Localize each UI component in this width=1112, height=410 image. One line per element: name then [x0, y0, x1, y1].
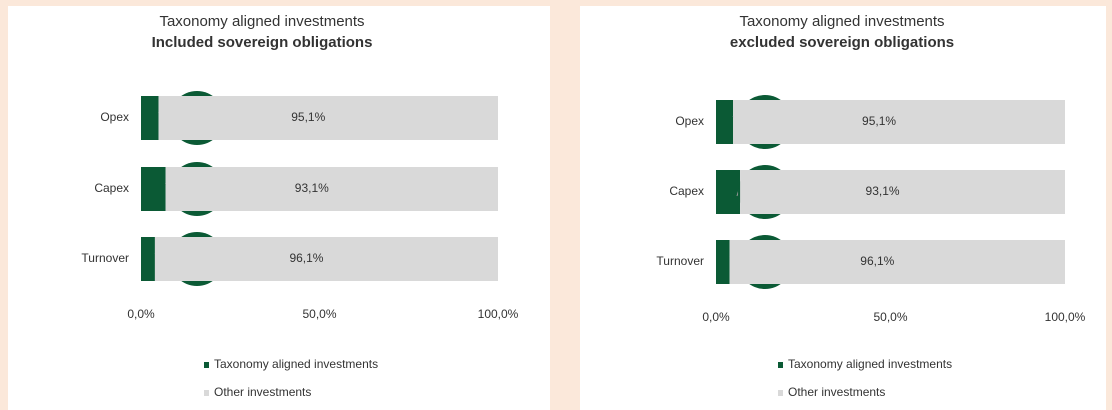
legend-swatch	[778, 362, 783, 368]
bar-segment	[141, 96, 159, 140]
value-label: 93,1%	[866, 184, 900, 198]
value-label: 96,1%	[860, 254, 894, 268]
legend-label: Taxonomy aligned investments	[214, 357, 378, 371]
value-label: 95,1%	[862, 114, 896, 128]
bar-segment	[740, 170, 1065, 214]
bar-segment	[733, 100, 1065, 144]
bar-segment	[716, 240, 730, 284]
x-tick-label: 0,0%	[127, 307, 155, 321]
bar-segment	[141, 237, 155, 281]
chart-title: Taxonomy aligned investments	[739, 13, 944, 30]
x-tick-label: 50,0%	[873, 310, 907, 324]
chart-title: Taxonomy aligned investments	[159, 13, 364, 30]
y-tick-label: Opex	[675, 114, 704, 128]
x-tick-label: 50,0%	[302, 307, 336, 321]
y-tick-label: Turnover	[81, 251, 129, 265]
value-label: 96,1%	[289, 251, 323, 265]
chart-subtitle: Included sovereign obligations	[152, 34, 373, 51]
legend-label: Other investments	[214, 385, 311, 399]
bar-segment	[154, 237, 498, 281]
legend-swatch	[778, 390, 783, 396]
value-label: 95,1%	[291, 110, 325, 124]
y-tick-label: Turnover	[656, 254, 704, 268]
x-tick-label: 100,0%	[1045, 310, 1086, 324]
y-tick-label: Capex	[669, 184, 704, 198]
y-tick-label: Opex	[100, 110, 129, 124]
chart-subtitle: excluded sovereign obligations	[730, 34, 954, 51]
legend-swatch	[204, 390, 209, 396]
value-label: 93,1%	[295, 181, 329, 195]
legend-label: Other investments	[788, 385, 885, 399]
x-tick-label: 100,0%	[478, 307, 519, 321]
legend-swatch	[204, 362, 209, 368]
legend-label: Taxonomy aligned investments	[788, 357, 952, 371]
bar-segment	[716, 170, 741, 214]
bar-segment	[165, 167, 498, 211]
bar-segment	[158, 96, 499, 140]
y-tick-label: Capex	[94, 181, 129, 195]
bar-segment	[716, 100, 734, 144]
bar-segment	[729, 240, 1065, 284]
bar-segment	[141, 167, 166, 211]
x-tick-label: 0,0%	[702, 310, 730, 324]
